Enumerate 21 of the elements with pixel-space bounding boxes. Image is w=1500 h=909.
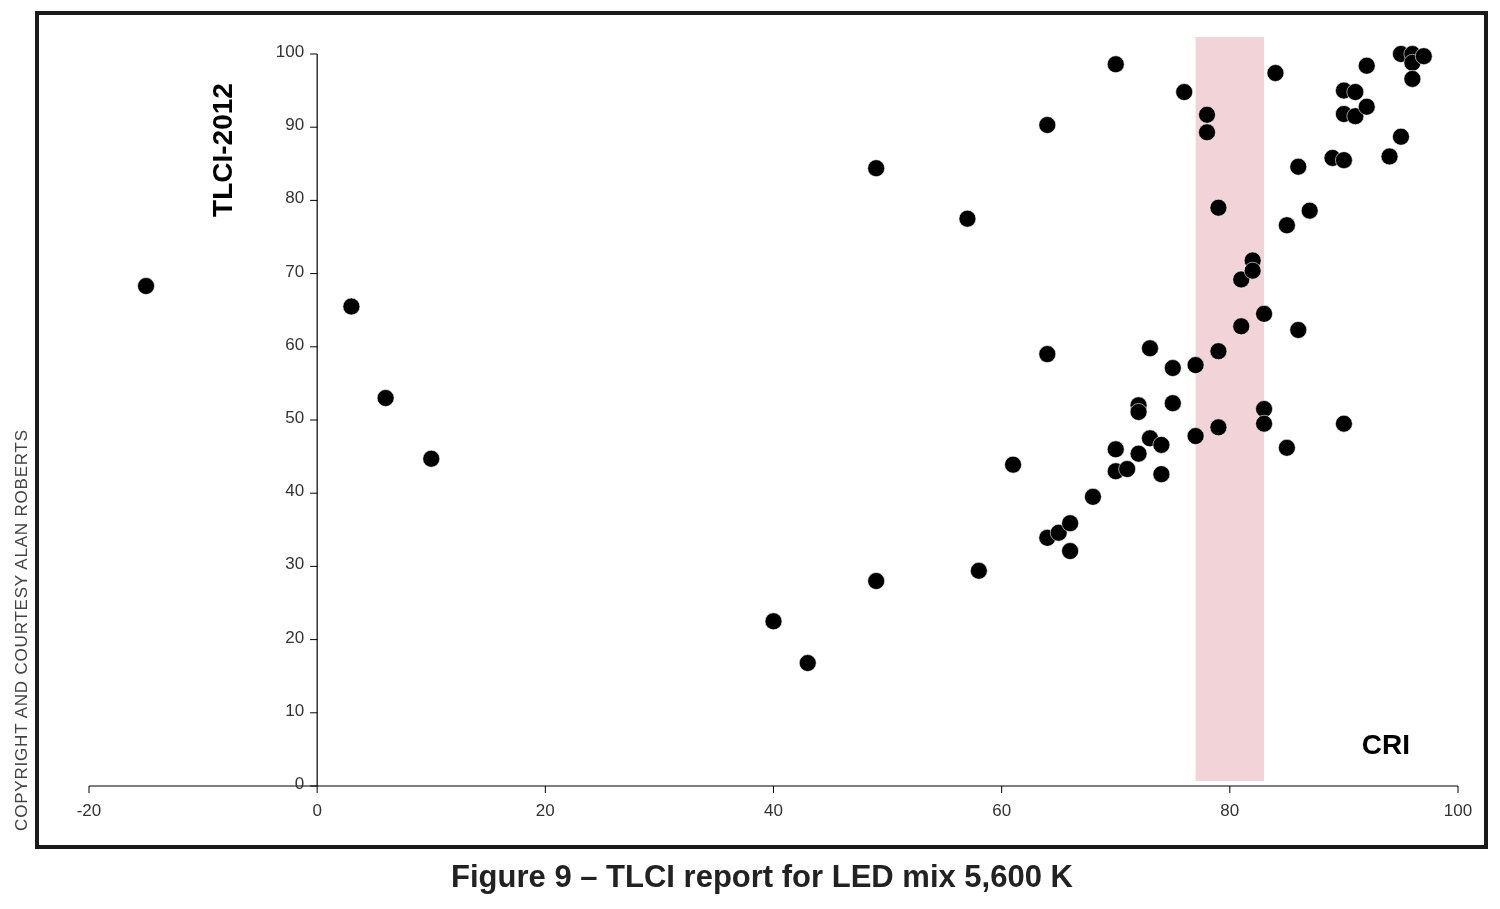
x-tick-label: -20 (76, 801, 102, 820)
y-tick-label: 20 (285, 627, 305, 647)
y-tick-label: 100 (275, 42, 305, 61)
y-axis-title: TLCI-2012 (207, 83, 238, 217)
text: COPYRIGHT AND COURTESY ALAN ROBERTS (12, 429, 31, 831)
x-tick-label: 20 (535, 801, 555, 820)
y-tick-label: 30 (285, 554, 305, 574)
x-tick-label: 40 (764, 801, 783, 820)
y-tick-label: 80 (285, 188, 305, 208)
x-tick-label: 60 (992, 801, 1012, 820)
y-tick-label: 90 (285, 115, 305, 135)
text: Figure 9 – TLCI report for LED mix 5,600 K (451, 859, 1074, 894)
x-axis-title: CRI (1361, 729, 1410, 760)
y-tick-label: 40 (285, 481, 305, 501)
x-tick-label: 80 (1220, 801, 1240, 820)
y-tick-label: 60 (285, 334, 305, 354)
x-tick-label: 100 (1443, 801, 1473, 820)
y-tick-label: 50 (285, 408, 305, 427)
y-tick-label: 70 (285, 261, 305, 281)
x-tick-label: 0 (312, 801, 322, 820)
y-tick-label: 10 (285, 700, 305, 720)
